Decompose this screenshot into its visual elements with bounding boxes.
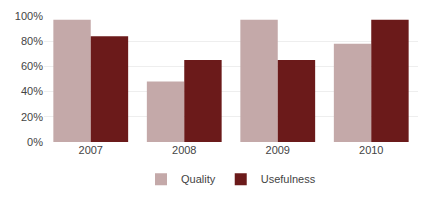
svg-text:Quality: Quality (181, 173, 216, 185)
svg-text:2007: 2007 (79, 144, 103, 156)
svg-text:80%: 80% (21, 35, 43, 47)
svg-text:2010: 2010 (359, 144, 383, 156)
svg-text:20%: 20% (21, 111, 43, 123)
svg-text:0%: 0% (27, 136, 43, 148)
svg-text:100%: 100% (15, 10, 43, 22)
svg-text:40%: 40% (21, 85, 43, 97)
svg-text:60%: 60% (21, 60, 43, 72)
svg-text:2009: 2009 (266, 144, 290, 156)
svg-text:2008: 2008 (172, 144, 196, 156)
svg-text:Usefulness: Usefulness (261, 173, 316, 185)
